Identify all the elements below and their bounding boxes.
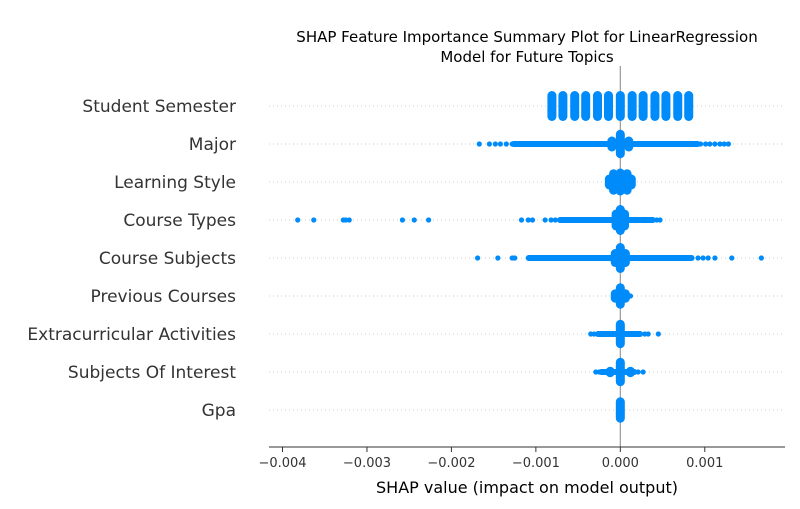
shap-point: [542, 217, 548, 223]
shap-point: [529, 217, 536, 223]
shap-point: [703, 141, 709, 147]
shap-point: [758, 255, 764, 261]
point-cluster: [607, 136, 617, 152]
feature-label: Major: [189, 135, 236, 155]
shap-point: [675, 103, 681, 109]
shap-point: [411, 217, 417, 223]
density-band: [556, 217, 656, 223]
shap-point: [695, 255, 701, 261]
shap-point: [399, 217, 406, 223]
point-cluster: [624, 136, 634, 152]
point-cluster: [604, 174, 614, 190]
x-axis-label: SHAP value (impact on model output): [376, 478, 678, 497]
shap-point: [525, 217, 531, 223]
shap-point: [629, 103, 635, 109]
feature-labels: Student Semester Major Learning Style Cours…: [27, 97, 236, 421]
density-band: [510, 141, 701, 147]
point-cluster: [615, 397, 625, 423]
feature-label: Learning Style: [114, 173, 236, 193]
chart-title-line-2: Model for Future Topics: [440, 48, 613, 66]
feature-label: Extracurricular Activities: [27, 325, 236, 345]
density-band: [525, 255, 695, 261]
shap-point: [497, 141, 503, 147]
shap-point: [486, 141, 493, 147]
point-cluster: [610, 249, 620, 267]
shap-point: [518, 217, 525, 223]
x-tick-label: −0.003: [343, 456, 391, 471]
shap-point: [492, 141, 498, 147]
shap-point: [700, 255, 706, 261]
shap-point: [617, 103, 623, 109]
shap-point: [705, 255, 711, 261]
shap-point: [503, 141, 509, 147]
shap-point: [610, 293, 617, 299]
shap-point: [591, 331, 597, 337]
shap-point: [686, 103, 692, 109]
point-cluster: [615, 357, 625, 387]
shap-point: [640, 369, 646, 375]
x-tick-label: −0.004: [258, 456, 306, 471]
shap-point: [717, 141, 723, 147]
x-tick-label: 0.001: [686, 456, 723, 471]
point-cluster: [615, 129, 625, 159]
shap-point: [311, 217, 317, 223]
shap-point: [512, 255, 518, 261]
x-tick-label: −0.002: [427, 456, 475, 471]
shap-point: [509, 141, 515, 147]
shap-point: [635, 369, 641, 375]
point-cluster: [615, 319, 625, 349]
feature-label: Course Types: [123, 211, 236, 231]
point-cluster: [620, 209, 630, 231]
shap-point: [474, 255, 481, 261]
shap-point: [627, 293, 634, 299]
point-cluster: [620, 249, 630, 267]
point-cluster: [611, 209, 621, 231]
shap-point: [560, 103, 566, 109]
shap-point: [729, 255, 735, 261]
shap-point: [605, 103, 612, 109]
shap-point: [583, 103, 589, 109]
shap-point: [549, 103, 555, 109]
shap-point: [476, 141, 482, 147]
x-tick-label: −0.001: [512, 456, 560, 471]
shap-point: [552, 217, 558, 223]
shap-point: [663, 103, 669, 109]
shap-point: [426, 217, 432, 223]
x-axis: −0.004 −0.003 −0.002 −0.001 0.000 0.001: [258, 446, 785, 471]
points-group: [295, 91, 764, 423]
shap-point: [572, 103, 578, 109]
feature-label: Subjects Of Interest: [68, 363, 236, 383]
point-cluster: [625, 366, 635, 378]
shap-point: [707, 141, 713, 147]
shap-point: [657, 217, 663, 223]
shap-point: [645, 331, 651, 337]
shap-point: [594, 103, 601, 109]
feature-label: Gpa: [202, 401, 236, 421]
shap-point: [725, 141, 732, 147]
shap-point: [596, 369, 602, 375]
shap-point: [655, 331, 661, 337]
shap-point: [712, 141, 718, 147]
shap-point: [721, 141, 727, 147]
feature-label: Course Subjects: [99, 249, 236, 269]
shap-point: [712, 255, 718, 261]
point-cluster: [615, 283, 625, 309]
shap-point: [640, 103, 646, 109]
shap-point: [495, 255, 501, 261]
feature-label: Student Semester: [82, 97, 236, 117]
shap-point: [346, 217, 352, 223]
shap-point: [548, 217, 554, 223]
feature-label: Previous Courses: [91, 287, 237, 307]
x-tick-label: 0.000: [602, 456, 639, 471]
point-cluster: [615, 168, 625, 196]
chart-title-line-1: SHAP Feature Importance Summary Plot for…: [296, 28, 757, 46]
shap-point: [295, 217, 301, 223]
point-cluster: [626, 174, 636, 190]
shap-point: [652, 103, 658, 109]
point-cluster: [605, 366, 615, 378]
shap-point: [697, 141, 704, 147]
